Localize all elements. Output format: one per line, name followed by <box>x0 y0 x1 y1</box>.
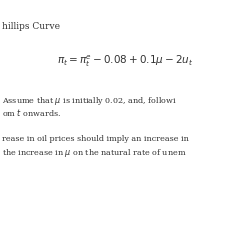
Text: hillips Curve: hillips Curve <box>2 22 60 31</box>
Text: om $t$ onwards.: om $t$ onwards. <box>2 107 61 118</box>
Text: rease in oil prices should imply an increase in: rease in oil prices should imply an incr… <box>2 135 189 143</box>
Text: $\pi_t = \pi_t^e - 0.08 + 0.1\mu - 2u_t$: $\pi_t = \pi_t^e - 0.08 + 0.1\mu - 2u_t$ <box>57 54 193 70</box>
Text: the increase in $\mu$ on the natural rate of unem: the increase in $\mu$ on the natural rat… <box>2 147 186 159</box>
Text: Assume that $\mu$ is initially 0.02, and, followi: Assume that $\mu$ is initially 0.02, and… <box>2 95 177 107</box>
